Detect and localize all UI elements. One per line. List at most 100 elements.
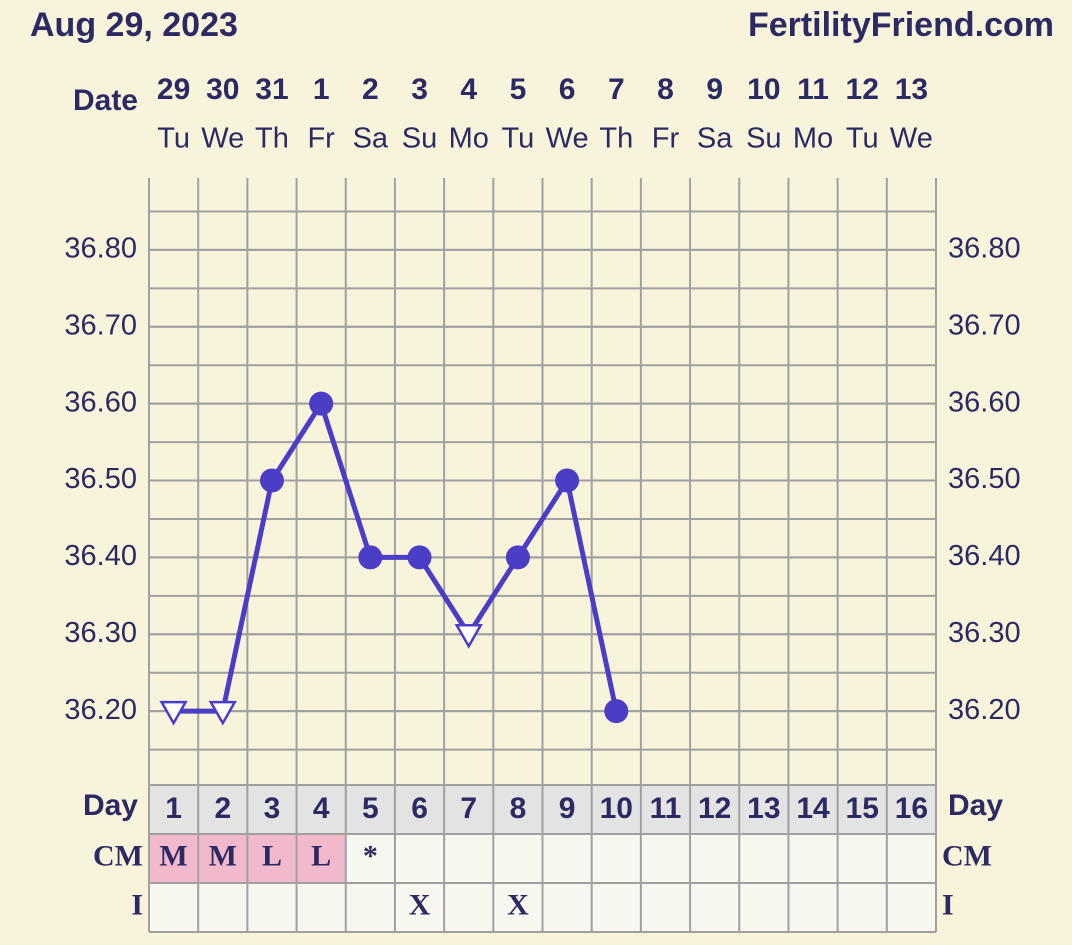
cell (788, 883, 838, 932)
y-tick-label-right: 36.30 (948, 617, 1021, 649)
cell (493, 883, 543, 932)
day-number: 15 (846, 792, 879, 825)
y-tick-label-right: 36.40 (948, 540, 1021, 572)
y-tick-label-right: 36.50 (948, 463, 1021, 495)
cell (247, 834, 297, 883)
y-tick-label: 36.70 (64, 309, 137, 341)
weekday-label: Su (402, 123, 437, 155)
cell (739, 834, 789, 883)
day-number: 16 (895, 792, 928, 825)
y-tick-label-right: 36.60 (948, 386, 1021, 418)
weekday-label: Th (255, 123, 289, 155)
date-label: 8 (657, 73, 674, 106)
date-label: 13 (895, 73, 928, 106)
date-label: 9 (706, 73, 723, 106)
cell (837, 834, 887, 883)
row-label-right: I (942, 888, 954, 921)
cell (247, 883, 297, 932)
weekday-label: Fr (652, 123, 680, 155)
cell-value: * (363, 839, 378, 872)
cell (591, 834, 641, 883)
weekday-label: We (201, 123, 244, 155)
y-tick-label-right: 36.70 (948, 309, 1021, 341)
cell (690, 883, 740, 932)
weekday-label: Sa (353, 123, 389, 155)
date-label: 6 (559, 73, 576, 106)
y-tick-label-right: 36.20 (948, 694, 1021, 726)
temperature-marker (407, 545, 432, 570)
day-number: 6 (411, 792, 428, 825)
cell (542, 834, 592, 883)
weekday-label: Mo (449, 123, 489, 155)
temperature-marker (208, 700, 237, 726)
weekday-label: Sa (697, 123, 733, 155)
cell-value: L (311, 839, 331, 872)
cell-value: M (209, 839, 237, 872)
cell-value: X (507, 888, 529, 921)
weekday-label: Tu (157, 123, 190, 155)
cell (788, 834, 838, 883)
cell (394, 883, 445, 932)
date-label: 10 (747, 73, 780, 106)
cell (198, 834, 248, 883)
date-label: 4 (460, 73, 477, 106)
weekday-label: Tu (846, 123, 879, 155)
cell (198, 883, 248, 932)
day-number: 1 (165, 792, 182, 825)
cell (149, 883, 199, 932)
cell (296, 834, 346, 883)
y-tick-label: 36.50 (64, 463, 137, 495)
cell (542, 883, 592, 932)
cell (444, 883, 494, 932)
cell-value: M (159, 839, 187, 872)
cell (394, 834, 445, 883)
cell (493, 834, 543, 883)
weekday-label: Tu (502, 123, 535, 155)
day-number: 12 (698, 792, 731, 825)
row-label-right: CM (942, 839, 992, 872)
temperature-marker (259, 468, 284, 493)
day-number: 10 (600, 792, 633, 825)
date-label: 31 (255, 73, 288, 106)
cell (690, 834, 740, 883)
day-number: 3 (264, 792, 281, 825)
weekday-label: We (890, 123, 933, 155)
weekday-label: We (546, 123, 589, 155)
day-number: 4 (313, 792, 330, 825)
y-tick-label: 36.40 (64, 540, 137, 572)
date-label: 7 (608, 73, 625, 106)
temperature-marker (159, 700, 188, 726)
weekday-label: Th (599, 123, 633, 155)
day-number: 8 (510, 792, 527, 825)
y-tick-label: 36.20 (64, 694, 137, 726)
cell (886, 883, 936, 932)
date-label: 29 (157, 73, 190, 106)
cell (591, 883, 641, 932)
date-label: 3 (411, 73, 428, 106)
day-number: 7 (460, 792, 477, 825)
temperature-marker (505, 545, 530, 570)
cell (837, 883, 887, 932)
cell (739, 883, 789, 932)
date-label: 5 (510, 73, 527, 106)
cell (886, 834, 936, 883)
site-name: FertilityFriend.com (748, 6, 1054, 44)
weekday-label: Su (746, 123, 781, 155)
y-tick-label: 36.80 (64, 233, 137, 265)
cell (444, 834, 494, 883)
chart-title: Aug 29, 2023 (30, 6, 238, 44)
y-tick-label: 36.30 (64, 617, 137, 649)
weekday-label: Mo (793, 123, 833, 155)
day-number: 5 (362, 792, 379, 825)
cell (345, 834, 395, 883)
cell (640, 834, 691, 883)
date-label: Date (73, 84, 138, 117)
y-tick-label-right: 36.80 (948, 233, 1021, 265)
temperature-line (173, 401, 619, 714)
day-number: 9 (559, 792, 576, 825)
temperature-marker (454, 624, 483, 649)
cell (296, 883, 346, 932)
temperature-marker (555, 468, 580, 493)
day-number: 2 (214, 792, 231, 825)
